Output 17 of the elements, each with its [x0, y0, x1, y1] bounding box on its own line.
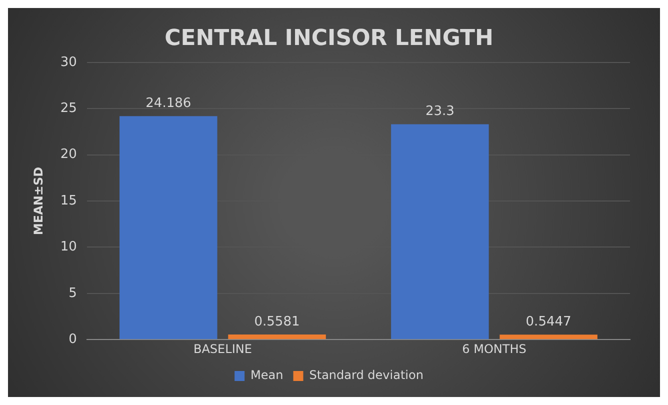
- y-tick-label: 30: [60, 54, 77, 70]
- chart-title: CENTRAL INCISOR LENGTH: [164, 26, 494, 51]
- x-tick-label: BASELINE: [193, 342, 252, 356]
- data-label: 24.186: [146, 96, 192, 111]
- legend-label: Standard deviation: [309, 368, 424, 382]
- legend-label: Mean: [250, 368, 284, 382]
- y-tick-label: 20: [60, 147, 77, 162]
- y-tick-label: 5: [68, 286, 77, 301]
- data-label: 0.5581: [254, 314, 300, 330]
- y-tick-label: 25: [60, 100, 77, 116]
- y-tick-label: 0: [68, 332, 77, 347]
- data-label: 23.3: [425, 104, 454, 120]
- x-tick-label: 6 MONTHS: [462, 342, 526, 356]
- data-label: 0.5447: [526, 314, 572, 330]
- y-tick-label: 15: [60, 193, 77, 208]
- y-axis-title: MEAN±SD: [31, 166, 46, 236]
- y-tick-label: 10: [60, 240, 77, 255]
